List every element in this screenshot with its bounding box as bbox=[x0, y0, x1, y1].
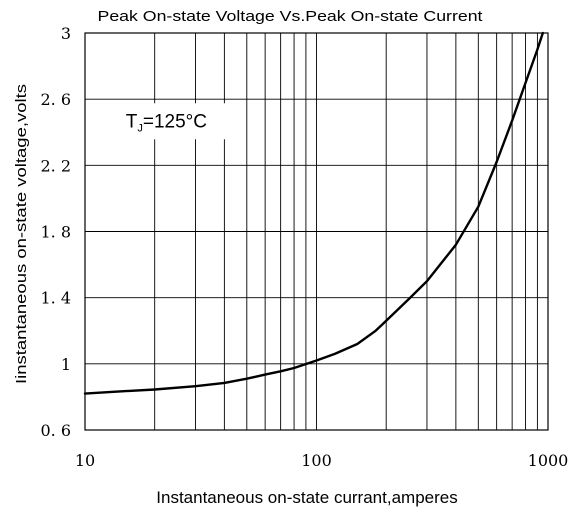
x-tick-label: 10 bbox=[75, 451, 95, 470]
y-tick-label: 1. 8 bbox=[40, 223, 71, 242]
y-tick-label: 3 bbox=[61, 24, 71, 43]
x-axis-label: Instantaneous on-state currant,amperes bbox=[156, 488, 457, 507]
annotation-value: =125°C bbox=[143, 111, 207, 132]
chart-title: Peak On-state Voltage Vs.Peak On-state C… bbox=[98, 8, 484, 25]
plot-frame bbox=[84, 32, 549, 431]
x-tick-label: 100 bbox=[301, 451, 332, 470]
annotation-background bbox=[119, 103, 238, 140]
y-tick-label: 2. 6 bbox=[40, 90, 71, 109]
y-tick-label: 1 bbox=[61, 355, 71, 374]
y-tick-label: 1. 4 bbox=[40, 289, 71, 308]
y-tick-label: 0. 6 bbox=[40, 421, 71, 440]
grid bbox=[85, 33, 548, 430]
annotation-main: T bbox=[126, 111, 138, 132]
y-tick-label: 2. 2 bbox=[40, 156, 71, 175]
temperature-annotation: TJ=125°C bbox=[126, 111, 207, 134]
annotation-subscript: J bbox=[137, 122, 143, 134]
y-axis-label: Iinstantaneous on-state voltage,volts bbox=[13, 84, 30, 384]
series-line bbox=[83, 31, 544, 395]
tick-labels: 0. 6 1 1. 4 1. 8 2. 2 2. 6 3 10 100 1000 bbox=[40, 24, 568, 470]
series-layer bbox=[83, 31, 544, 395]
x-tick-label: 1000 bbox=[528, 451, 569, 470]
